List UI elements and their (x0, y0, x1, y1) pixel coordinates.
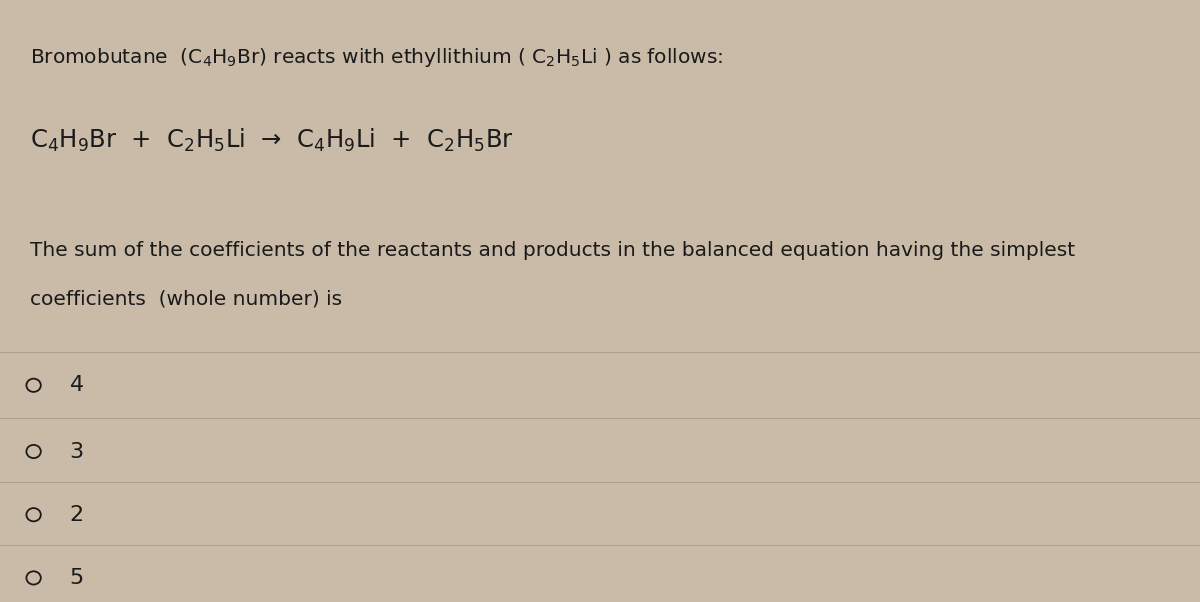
Text: 5: 5 (70, 568, 84, 588)
Text: Bromobutane  ($\mathregular{C_4H_9Br}$) reacts with ethyllithium ( $\mathregular: Bromobutane ($\mathregular{C_4H_9Br}$) r… (30, 46, 724, 69)
Text: The sum of the coefficients of the reactants and products in the balanced equati: The sum of the coefficients of the react… (30, 241, 1075, 260)
Text: coefficients  (whole number) is: coefficients (whole number) is (30, 289, 342, 308)
Text: $\mathregular{C_4H_9Br}$  +  $\mathregular{C_2H_5Li}$  →  $\mathregular{C_4H_9Li: $\mathregular{C_4H_9Br}$ + $\mathregular… (30, 126, 514, 154)
Text: 2: 2 (70, 504, 84, 525)
Text: 3: 3 (70, 441, 84, 462)
Text: 4: 4 (70, 375, 84, 396)
